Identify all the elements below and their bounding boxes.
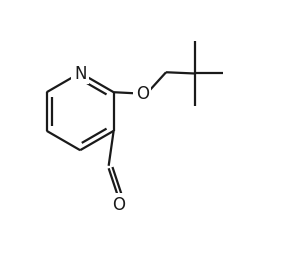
Text: N: N (74, 65, 86, 83)
Text: O: O (136, 85, 149, 103)
Text: O: O (112, 196, 125, 214)
